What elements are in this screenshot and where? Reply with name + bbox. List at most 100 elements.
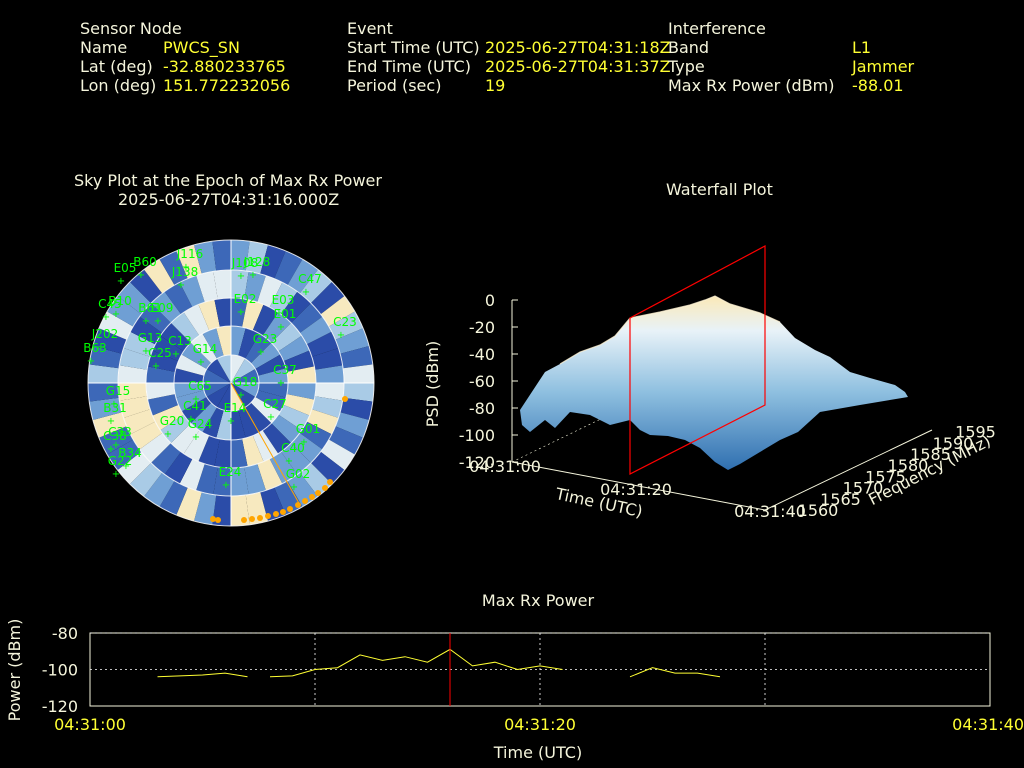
- sky-cell: [343, 383, 374, 402]
- sky-cell: [291, 432, 323, 463]
- sky-cell: [143, 259, 175, 294]
- chart-series: [157, 648, 721, 678]
- waterfall-x-ticks: 04:31:00 04:31:20 04:31:40: [469, 457, 806, 521]
- satellite-j116: +J116: [176, 247, 203, 273]
- svg-text:+: +: [142, 316, 150, 327]
- sky-cell: [278, 404, 310, 431]
- svg-text:+: +: [267, 412, 275, 423]
- sky-cell: [198, 299, 220, 331]
- svg-text:G20: G20: [160, 414, 185, 428]
- waterfall-y-tick-label: 1575: [865, 467, 906, 486]
- svg-text:+: +: [197, 357, 205, 368]
- interference-band-value: L1: [852, 38, 872, 57]
- satellite-c47: +C47: [298, 272, 322, 298]
- sky-cell: [181, 397, 212, 424]
- satellite-c40: +C40: [281, 441, 305, 467]
- waterfall-y-tick-label: 1565: [820, 490, 861, 509]
- sky-cell: [314, 383, 344, 401]
- sky-cell: [175, 390, 207, 412]
- svg-text:+: +: [110, 399, 118, 410]
- sky-cell: [183, 430, 210, 462]
- svg-text:C40: C40: [281, 441, 305, 455]
- interference-maxrx-label: Max Rx Power (dBm): [668, 76, 835, 95]
- svg-text:+: +: [112, 469, 120, 480]
- svg-text:B31: B31: [103, 401, 127, 415]
- sky-cell: [98, 426, 134, 455]
- sky-cell: [92, 328, 127, 354]
- sky-cell: [151, 291, 182, 323]
- interferer-point: [210, 516, 216, 522]
- svg-text:J138: J138: [171, 265, 198, 279]
- chart-x-tick-label: 04:31:20: [504, 715, 576, 734]
- satellite-g22: +G22: [108, 454, 133, 480]
- svg-text:E14: E14: [224, 401, 247, 415]
- svg-text:B10: B10: [108, 294, 132, 308]
- satellite-c33: +C33: [108, 425, 132, 451]
- sky-cell: [238, 327, 260, 359]
- svg-text:+: +: [302, 287, 310, 298]
- svg-text:G18: G18: [233, 375, 258, 389]
- sky-cell: [271, 322, 302, 352]
- waterfall-z-tick-label: 0: [485, 291, 495, 310]
- sky-cell: [231, 355, 245, 383]
- interferer-point: [215, 517, 221, 523]
- svg-text:+: +: [192, 394, 200, 405]
- event-start-label: Start Time (UTC): [347, 38, 480, 57]
- svg-text:G13: G13: [138, 331, 163, 345]
- interference-type-value: Jammer: [852, 57, 915, 76]
- sky-cell: [260, 487, 286, 522]
- satellite-b31: +B31: [103, 401, 127, 427]
- svg-text:+: +: [337, 330, 345, 341]
- svg-text:+: +: [152, 361, 160, 372]
- max-rx-power-line: [629, 667, 721, 678]
- satellite-c25: +C25: [148, 346, 172, 372]
- svg-text:E09: E09: [151, 301, 174, 315]
- sky-cell: [262, 312, 292, 343]
- sky-cell: [216, 410, 231, 440]
- sky-cell: [193, 241, 217, 274]
- sky-cell: [139, 432, 171, 463]
- chart-x-tick-label: 04:31:00: [54, 715, 126, 734]
- sky-cell: [238, 407, 260, 439]
- svg-text:J128: J128: [243, 255, 270, 269]
- satellite-j108: +J108: [231, 256, 258, 282]
- satellite-g01: +G01: [296, 422, 321, 448]
- sky-cell: [175, 354, 207, 376]
- sky-cell: [118, 365, 148, 383]
- sensor-lat-label: Lat (deg): [80, 57, 153, 76]
- interferer-point: [342, 396, 348, 402]
- waterfall-max-epoch-plane: [629, 245, 766, 475]
- satellite-e24: +E24: [219, 465, 242, 491]
- chart-y-label: Power (dBm): [5, 619, 24, 722]
- satellite-g13: +G13: [138, 331, 163, 357]
- sky-cell: [198, 435, 220, 467]
- svg-text:C33: C33: [108, 425, 132, 439]
- svg-text:+: +: [277, 322, 285, 333]
- satellite-g24: +G24: [188, 417, 213, 443]
- sky-cell: [88, 383, 119, 402]
- interferer-point: [315, 490, 321, 496]
- sky-plot-rings: [88, 240, 374, 526]
- sky-cell: [280, 443, 311, 475]
- sky-cell: [252, 430, 279, 462]
- sky-cell: [269, 451, 298, 484]
- svg-text:J108: J108: [231, 256, 258, 270]
- sky-cell: [310, 281, 345, 315]
- svg-text:E03: E03: [272, 293, 295, 307]
- sky-cell: [214, 438, 231, 468]
- sky-cell: [179, 275, 205, 308]
- sky-cell: [231, 466, 249, 496]
- sky-cell: [280, 291, 311, 323]
- svg-text:+: +: [257, 347, 265, 358]
- sky-cell: [179, 458, 205, 491]
- sky-cell: [203, 369, 231, 383]
- svg-text:C41: C41: [183, 399, 207, 413]
- svg-text:+: +: [117, 276, 125, 287]
- sky-cell: [299, 421, 332, 450]
- svg-text:+: +: [177, 280, 185, 291]
- sky-cell: [306, 409, 339, 435]
- sky-cell: [190, 333, 217, 364]
- chart-y-tick-label: -120: [42, 697, 78, 716]
- event-title: Event: [347, 19, 393, 38]
